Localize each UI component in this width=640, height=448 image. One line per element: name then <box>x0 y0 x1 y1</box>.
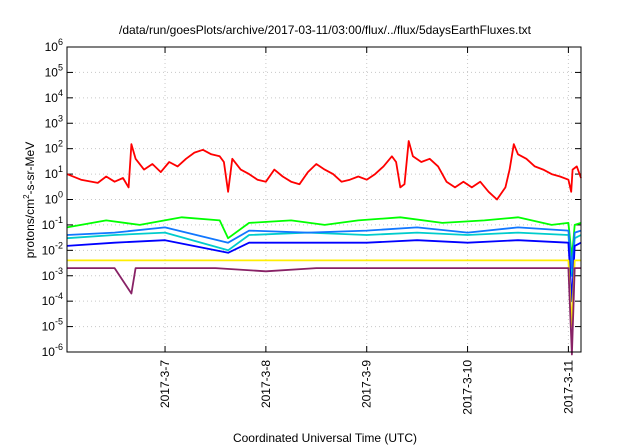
y-tick-label-exp: -4 <box>55 291 63 301</box>
y-tick-label-base: 10 <box>45 116 59 130</box>
y-tick-label: 104 <box>45 88 63 105</box>
x-tick-label: 2017-3-7 <box>158 360 172 408</box>
y-tick-label-exp: 3 <box>58 113 63 123</box>
y-tick-label: 10-5 <box>42 317 63 334</box>
y-tick-label-exp: 4 <box>58 88 63 98</box>
y-tick-label: 10-2 <box>42 240 63 257</box>
series-line-7 <box>67 267 581 356</box>
y-tick-label-exp: -3 <box>55 266 63 276</box>
x-tick-label: 2017-3-10 <box>461 360 475 415</box>
x-tick-label: 2017-3-11 <box>561 360 575 414</box>
x-tick-label: 2017-3-8 <box>259 360 273 408</box>
series-line-6 <box>67 259 581 328</box>
y-tick-label-base: 10 <box>45 193 59 207</box>
y-tick-label: 10-6 <box>42 342 63 359</box>
y-tick-label-base: 10 <box>42 269 56 283</box>
plot-area: 10-610-510-410-310-210-11001011021031041… <box>42 37 582 415</box>
y-axis-label-main: protons/cm <box>23 199 37 258</box>
y-tick-label-base: 10 <box>45 40 59 54</box>
y-tick-label: 100 <box>45 190 63 207</box>
series-line-3 <box>66 231 582 277</box>
x-axis-label: Coordinated Universal Time (UTC) <box>233 431 417 445</box>
y-tick-label-exp: -2 <box>55 240 63 250</box>
y-tick-label: 106 <box>45 37 63 54</box>
series-line-1 <box>66 140 582 201</box>
y-tick-label-exp: 1 <box>58 164 63 174</box>
x-tick-label: 2017-3-9 <box>360 360 374 408</box>
y-tick-label: 10-4 <box>42 291 63 308</box>
y-tick-label-base: 10 <box>42 218 56 232</box>
y-tick-label-base: 10 <box>45 167 59 181</box>
y-tick-label-exp: 0 <box>58 190 63 200</box>
y-tick-label-exp: 6 <box>58 37 63 47</box>
y-tick-label: 105 <box>45 62 63 79</box>
y-tick-label-exp: -5 <box>55 317 63 327</box>
y-tick-label-exp: 5 <box>58 62 63 72</box>
y-tick-label: 101 <box>45 164 63 181</box>
y-tick-label: 103 <box>45 113 63 130</box>
y-tick-label-base: 10 <box>42 243 56 257</box>
series-line-4 <box>66 226 582 269</box>
y-axis-label-sup: 2 <box>22 194 31 199</box>
y-tick-label: 10-1 <box>42 215 63 232</box>
y-tick-label-exp: 2 <box>58 139 63 149</box>
y-tick-label-exp: -1 <box>55 215 63 225</box>
y-tick-label-base: 10 <box>45 91 59 105</box>
y-axis-label-rest: -s-sr-MeV <box>23 142 37 195</box>
y-tick-label-base: 10 <box>42 294 56 308</box>
y-tick-label-base: 10 <box>42 345 56 359</box>
series-line-2 <box>66 216 582 259</box>
y-tick-label: 10-3 <box>42 266 63 283</box>
y-tick-label-base: 10 <box>42 320 56 334</box>
chart-title: /data/run/goesPlots/archive/2017-03-11/0… <box>119 23 532 37</box>
y-tick-label-base: 10 <box>45 65 59 79</box>
y-axis-label: protons/cm2-s-sr-MeV <box>22 142 37 258</box>
y-tick-label: 102 <box>45 139 63 156</box>
plot-frame <box>66 46 582 353</box>
series-line-5 <box>66 239 582 303</box>
y-tick-label-base: 10 <box>45 142 59 156</box>
y-tick-label-exp: -6 <box>55 342 63 352</box>
